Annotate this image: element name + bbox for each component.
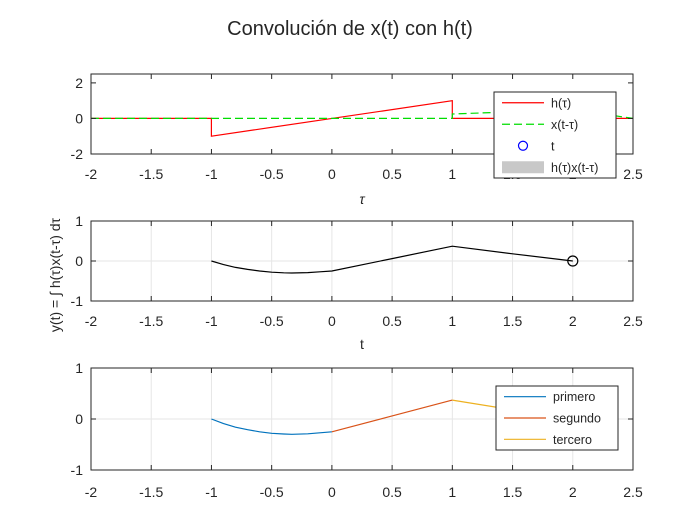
y-tick-label: 1 xyxy=(75,360,83,376)
x-tick-label: 1 xyxy=(448,166,456,182)
x-tick-label: 1 xyxy=(448,313,456,329)
series-line-1 xyxy=(211,245,573,274)
x-tick-label: -0.5 xyxy=(260,166,284,182)
x-tick-label: 2 xyxy=(569,313,577,329)
y-tick-label: -1 xyxy=(71,293,84,309)
legend-label: x(t-τ) xyxy=(551,118,578,132)
x-tick-label: 2.5 xyxy=(623,166,643,182)
subplot-2: -2 -1.5 -1 -0.5 0 0.5 1 1.5 2 2.5 -1 0 1 t y(t) = ∫ h(… xyxy=(47,213,643,352)
x-tick-label: -1 xyxy=(205,484,218,500)
x-tick-label: 1.5 xyxy=(503,313,523,329)
subplot-1: -2-1.5-1-0.500.511.522.5-202τh(τ)x(t-τ)t… xyxy=(71,73,643,207)
x-tick-label: 0 xyxy=(328,484,336,500)
x-tick-label: 0 xyxy=(328,313,336,329)
x-tick-label: -1 xyxy=(205,313,218,329)
series-line-1 xyxy=(211,418,332,435)
legend: primero segundo tercero xyxy=(495,385,619,451)
x-tick-label: 2.5 xyxy=(623,313,643,329)
y-tick-label: -2 xyxy=(71,146,84,162)
y-tick-label: 1 xyxy=(75,213,83,229)
legend-label: t xyxy=(551,139,555,153)
x-tick-label: 1.5 xyxy=(503,484,523,500)
x-tick-label: 0.5 xyxy=(382,484,402,500)
legend-label: h(τ) xyxy=(551,96,571,110)
y-tick-label: -1 xyxy=(71,462,84,478)
x-tick-label: -1 xyxy=(205,166,218,182)
x-tick-label: 0.5 xyxy=(382,166,402,182)
x-tick-label: -0.5 xyxy=(260,313,284,329)
legend-label: segundo xyxy=(553,412,601,426)
y-tick-label: 2 xyxy=(75,75,83,91)
y-tick-label: 0 xyxy=(75,110,83,126)
x-tick-label: 1 xyxy=(448,484,456,500)
axes-frame xyxy=(90,73,634,155)
legend-label: h(τ)x(t-τ) xyxy=(551,161,598,175)
x-tick-label: -1.5 xyxy=(139,313,163,329)
x-tick-label: 0.5 xyxy=(382,313,402,329)
legend-swatch-marker xyxy=(517,140,529,151)
x-tick-label: -2 xyxy=(85,313,98,329)
x-tick-label: -1.5 xyxy=(139,166,163,182)
y-tick-label: 0 xyxy=(75,411,83,427)
y-axis-label: y(t) = ∫ h(τ)x(t-τ) dτ xyxy=(47,217,63,332)
x-axis-label: t xyxy=(360,336,364,352)
x-tick-label: 2 xyxy=(569,484,577,500)
series-line-2 xyxy=(331,399,453,433)
x-tick-label: -1.5 xyxy=(139,484,163,500)
subplots: -2-1.5-1-0.500.511.522.5-202τh(τ)x(t-τ)t… xyxy=(47,73,643,500)
x-tick-label: 2.5 xyxy=(623,484,643,500)
x-tick-label: -2 xyxy=(85,166,98,182)
x-tick-label: 0 xyxy=(328,166,336,182)
legend-swatch-patch xyxy=(502,161,544,174)
legend-label: tercero xyxy=(553,433,592,447)
x-axis-label: τ xyxy=(359,191,365,207)
figure-title: Convolución de x(t) con h(t) xyxy=(227,18,473,40)
x-tick-label: -2 xyxy=(85,484,98,500)
point-marker xyxy=(567,255,579,267)
legend-label: primero xyxy=(553,390,595,404)
legend: h(τ)x(t-τ)th(τ)x(t-τ) xyxy=(493,91,617,179)
subplot-3: -2 -1.5 -1 -0.5 0 0.5 1 1.5 2 2.5 -1 0 1 primero segun… xyxy=(71,360,643,500)
x-tick-label: -0.5 xyxy=(260,484,284,500)
y-tick-label: 0 xyxy=(75,253,83,269)
